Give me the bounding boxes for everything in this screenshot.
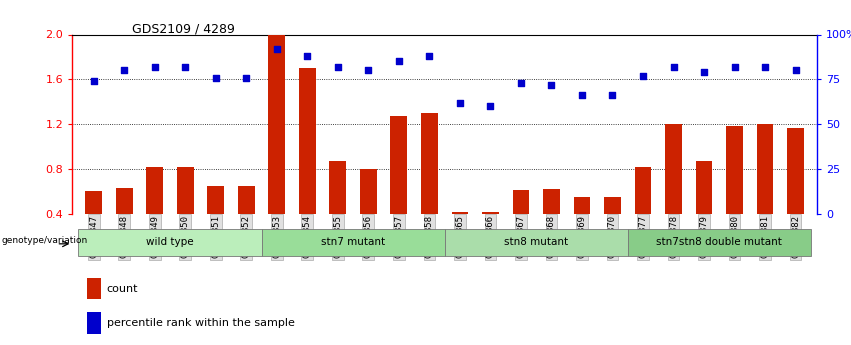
Point xyxy=(483,104,497,109)
Bar xyxy=(360,169,377,214)
Text: GDS2109 / 4289: GDS2109 / 4289 xyxy=(132,22,235,36)
Point xyxy=(87,78,100,84)
Bar xyxy=(88,278,100,299)
Bar xyxy=(665,124,682,214)
Bar xyxy=(268,34,285,214)
Bar xyxy=(421,113,437,214)
Text: count: count xyxy=(106,284,138,294)
Point xyxy=(331,64,345,70)
Text: percentile rank within the sample: percentile rank within the sample xyxy=(106,318,294,328)
Bar xyxy=(208,186,224,214)
Bar xyxy=(482,211,499,214)
Point xyxy=(239,75,253,80)
Point xyxy=(575,93,589,98)
Bar xyxy=(512,190,529,214)
FancyBboxPatch shape xyxy=(78,229,261,256)
Point xyxy=(728,64,741,70)
FancyBboxPatch shape xyxy=(628,229,811,256)
Bar xyxy=(329,161,346,214)
Bar xyxy=(757,124,774,214)
Bar xyxy=(177,167,194,214)
Bar xyxy=(604,197,621,214)
Point xyxy=(637,73,650,79)
Text: wild type: wild type xyxy=(146,237,194,247)
Bar xyxy=(635,167,651,214)
Text: stn7 mutant: stn7 mutant xyxy=(321,237,386,247)
Bar xyxy=(88,312,100,334)
Bar xyxy=(299,68,316,214)
Point xyxy=(514,80,528,86)
Bar xyxy=(85,191,102,214)
Bar xyxy=(238,186,254,214)
Point xyxy=(545,82,558,88)
Point xyxy=(606,93,620,98)
Point xyxy=(117,68,131,73)
Point xyxy=(148,64,162,70)
Point xyxy=(453,100,466,106)
Bar xyxy=(574,197,591,214)
Bar xyxy=(726,126,743,214)
Point xyxy=(423,53,437,59)
Bar xyxy=(116,188,133,214)
Point xyxy=(758,64,772,70)
Text: genotype/variation: genotype/variation xyxy=(2,236,88,245)
Point xyxy=(179,64,192,70)
Bar xyxy=(391,116,408,214)
Text: stn8 mutant: stn8 mutant xyxy=(504,237,568,247)
Bar xyxy=(452,211,468,214)
Point xyxy=(300,53,314,59)
FancyBboxPatch shape xyxy=(261,229,444,256)
Point xyxy=(209,75,223,80)
Point xyxy=(392,59,406,64)
FancyBboxPatch shape xyxy=(444,229,628,256)
Point xyxy=(697,69,711,75)
Point xyxy=(789,68,802,73)
Bar xyxy=(146,167,163,214)
Text: stn7stn8 double mutant: stn7stn8 double mutant xyxy=(656,237,782,247)
Point xyxy=(362,68,375,73)
Point xyxy=(666,64,680,70)
Point xyxy=(270,46,283,52)
Bar xyxy=(695,161,712,214)
Bar xyxy=(787,128,804,214)
Bar xyxy=(543,189,560,214)
